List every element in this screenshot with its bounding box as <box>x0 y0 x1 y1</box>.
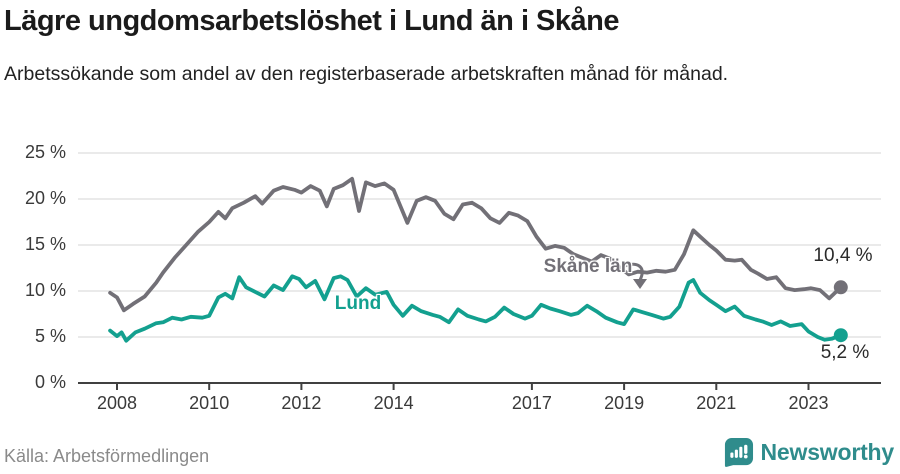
newsworthy-logo-icon <box>724 437 753 467</box>
x-tick-label: 2014 <box>373 393 414 413</box>
series-line-1 <box>108 274 843 343</box>
page-title: Lägre ungdomsarbetslöshet i Lund än i Sk… <box>4 5 620 37</box>
end-value-skane: 10,4 % <box>813 245 873 266</box>
end-value-lund: 5,2 % <box>820 342 870 363</box>
x-tick-label: 2019 <box>604 393 645 413</box>
newsworthy-logo: Newsworthy <box>723 437 894 468</box>
series-label-lund: Lund <box>334 293 382 314</box>
y-tick-label: 25 % <box>24 142 66 162</box>
source-attribution: Källa: Arbetsförmedlingen <box>4 446 210 466</box>
y-tick-label: 15 % <box>24 234 66 254</box>
series-label-skane-lan: Skåne län <box>543 256 633 277</box>
series-end-dot-1 <box>833 328 848 343</box>
chart-subtitle: Arbetssökande som andel av den registerb… <box>4 63 729 85</box>
y-tick-label: 10 % <box>24 280 66 300</box>
x-tick-label: 2010 <box>189 393 230 413</box>
x-tick-marks <box>116 383 810 390</box>
x-axis: 2008 2010 2012 2014 2017 2019 2021 2023 <box>0 393 900 417</box>
x-tick-label: 2023 <box>788 393 829 413</box>
skane-label-pointer-arrow <box>623 262 644 282</box>
skane-label-pointer-arrowhead <box>633 279 647 289</box>
series-end-dot-0 <box>833 280 848 295</box>
newsworthy-logo-text: Newsworthy <box>760 439 895 465</box>
series-line-0 <box>108 176 843 313</box>
x-tick-label: 2008 <box>96 393 138 413</box>
x-tick-label: 2021 <box>696 393 737 413</box>
y-tick-label: 5 % <box>34 326 66 346</box>
gridlines <box>78 152 881 338</box>
y-tick-label: 20 % <box>24 188 66 208</box>
x-tick-label: 2017 <box>511 393 552 413</box>
x-tick-label: 2012 <box>281 393 322 413</box>
y-axis: 0 % 5 % 10 % 15 % 20 % 25 % <box>0 0 66 474</box>
y-tick-label: 0 % <box>34 372 66 392</box>
